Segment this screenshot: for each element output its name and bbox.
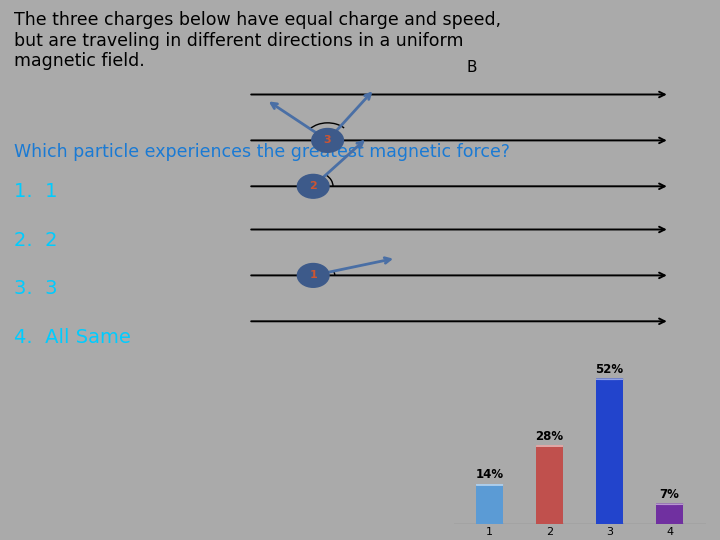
- Bar: [596, 380, 623, 524]
- Text: 4.  All Same: 4. All Same: [14, 328, 131, 347]
- Text: 1: 1: [310, 271, 317, 280]
- Text: 14%: 14%: [475, 468, 504, 482]
- Circle shape: [297, 264, 329, 287]
- Text: 7%: 7%: [660, 488, 680, 501]
- Bar: [536, 446, 563, 524]
- Text: 3: 3: [324, 136, 331, 145]
- Text: 2.  2: 2. 2: [14, 231, 58, 250]
- Text: 52%: 52%: [595, 363, 624, 376]
- Circle shape: [312, 129, 343, 152]
- Bar: [656, 504, 683, 524]
- Text: 28%: 28%: [536, 429, 564, 443]
- Text: 1.  1: 1. 1: [14, 182, 58, 201]
- Text: The three charges below have equal charge and speed,
but are traveling in differ: The three charges below have equal charg…: [14, 11, 502, 70]
- Text: B: B: [467, 59, 477, 75]
- Text: Which particle experiences the greatest magnetic force?: Which particle experiences the greatest …: [14, 143, 510, 161]
- Bar: [476, 485, 503, 524]
- Circle shape: [297, 174, 329, 198]
- Text: 2: 2: [310, 181, 317, 191]
- Text: 3.  3: 3. 3: [14, 279, 58, 299]
